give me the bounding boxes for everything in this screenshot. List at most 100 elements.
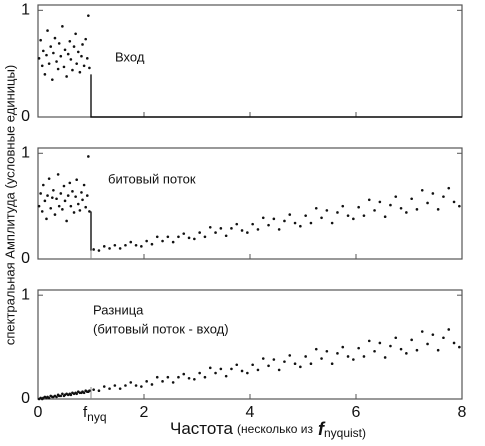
- data-point: [426, 342, 429, 346]
- data-point: [436, 348, 440, 352]
- data-point: [92, 388, 95, 391]
- data-point: [362, 355, 366, 358]
- data-point: [224, 234, 228, 238]
- data-point: [140, 385, 143, 388]
- data-point: [74, 32, 77, 36]
- data-point: [293, 221, 297, 225]
- data-point: [88, 66, 91, 70]
- data-point: [97, 389, 101, 392]
- data-point: [81, 43, 84, 46]
- data-point: [46, 194, 49, 197]
- nyquist-sub: nyq: [87, 410, 106, 424]
- data-point: [118, 387, 122, 390]
- data-point: [113, 384, 117, 387]
- x-tick-label: 6: [352, 404, 361, 421]
- data-point: [431, 192, 435, 195]
- data-point: [235, 363, 239, 367]
- data-point: [40, 210, 44, 213]
- data-point: [193, 237, 196, 241]
- annotation: битовый поток: [108, 171, 196, 186]
- data-point: [261, 216, 265, 220]
- data-point: [59, 192, 63, 195]
- data-point: [76, 202, 80, 206]
- data-point: [108, 387, 111, 390]
- data-point: [78, 209, 82, 212]
- data-point: [68, 39, 72, 43]
- data-point: [65, 75, 68, 78]
- y-tick-label: 0: [21, 390, 30, 407]
- data-point: [389, 203, 392, 207]
- data-point: [166, 235, 170, 239]
- data-point: [82, 183, 86, 187]
- signal-line: [90, 74, 462, 118]
- data-point: [47, 396, 51, 400]
- y-tick-label: 0: [21, 250, 30, 267]
- data-point: [82, 64, 86, 68]
- data-point: [74, 195, 77, 198]
- data-point: [42, 183, 45, 187]
- data-point: [214, 231, 217, 234]
- data-point: [75, 62, 78, 65]
- data-point: [59, 54, 63, 58]
- data-point: [352, 358, 355, 361]
- data-point: [145, 380, 148, 383]
- data-point: [72, 211, 76, 214]
- data-point: [230, 227, 233, 230]
- data-point: [55, 60, 58, 63]
- data-point: [277, 368, 281, 372]
- data-point: [341, 345, 345, 349]
- data-point: [78, 70, 82, 74]
- data-point: [208, 366, 212, 370]
- data-point: [53, 213, 57, 216]
- y-tick-label: 1: [21, 2, 30, 19]
- y-axis-label: спектральная Амплитуда (условные единицы…: [2, 65, 17, 345]
- data-point: [61, 25, 64, 28]
- annotation: (битовый поток - вход): [93, 321, 229, 336]
- data-point: [57, 42, 61, 45]
- data-point: [219, 227, 223, 230]
- data-point: [55, 395, 58, 399]
- data-point: [405, 211, 408, 214]
- data-point: [399, 347, 403, 351]
- data-point: [420, 330, 424, 333]
- data-point: [373, 209, 376, 212]
- data-point: [150, 242, 154, 246]
- data-point: [267, 223, 270, 227]
- data-point: [161, 380, 164, 383]
- data-point: [325, 349, 329, 353]
- data-point: [84, 205, 87, 209]
- data-point: [57, 204, 61, 208]
- data-point: [410, 338, 413, 342]
- data-point: [367, 198, 371, 202]
- data-point: [256, 368, 260, 372]
- data-point: [299, 224, 302, 228]
- x-tick-label: 0: [34, 404, 43, 421]
- data-point: [155, 235, 159, 239]
- annotation: Вход: [115, 49, 145, 64]
- data-point: [373, 349, 376, 353]
- data-point: [129, 240, 133, 244]
- data-point: [447, 328, 451, 331]
- data-point: [357, 205, 360, 209]
- data-point: [240, 229, 244, 232]
- data-point: [405, 352, 408, 355]
- y-tick-label: 1: [21, 286, 30, 303]
- data-point: [452, 341, 456, 345]
- data-point: [420, 188, 424, 192]
- data-point: [150, 383, 154, 386]
- data-point: [61, 392, 64, 396]
- data-point: [69, 393, 73, 397]
- data-point: [62, 184, 66, 188]
- data-point: [346, 355, 350, 358]
- y-tick-label: 1: [21, 145, 30, 162]
- x-label-sub: nyquist): [324, 426, 366, 440]
- data-point: [214, 371, 217, 375]
- data-point: [293, 362, 297, 366]
- data-point: [367, 339, 371, 343]
- nyquist-label: fnyq: [83, 404, 107, 424]
- data-point: [203, 235, 207, 239]
- data-point: [198, 371, 201, 375]
- data-point: [49, 206, 53, 210]
- data-point: [235, 222, 239, 226]
- data-point: [102, 245, 106, 248]
